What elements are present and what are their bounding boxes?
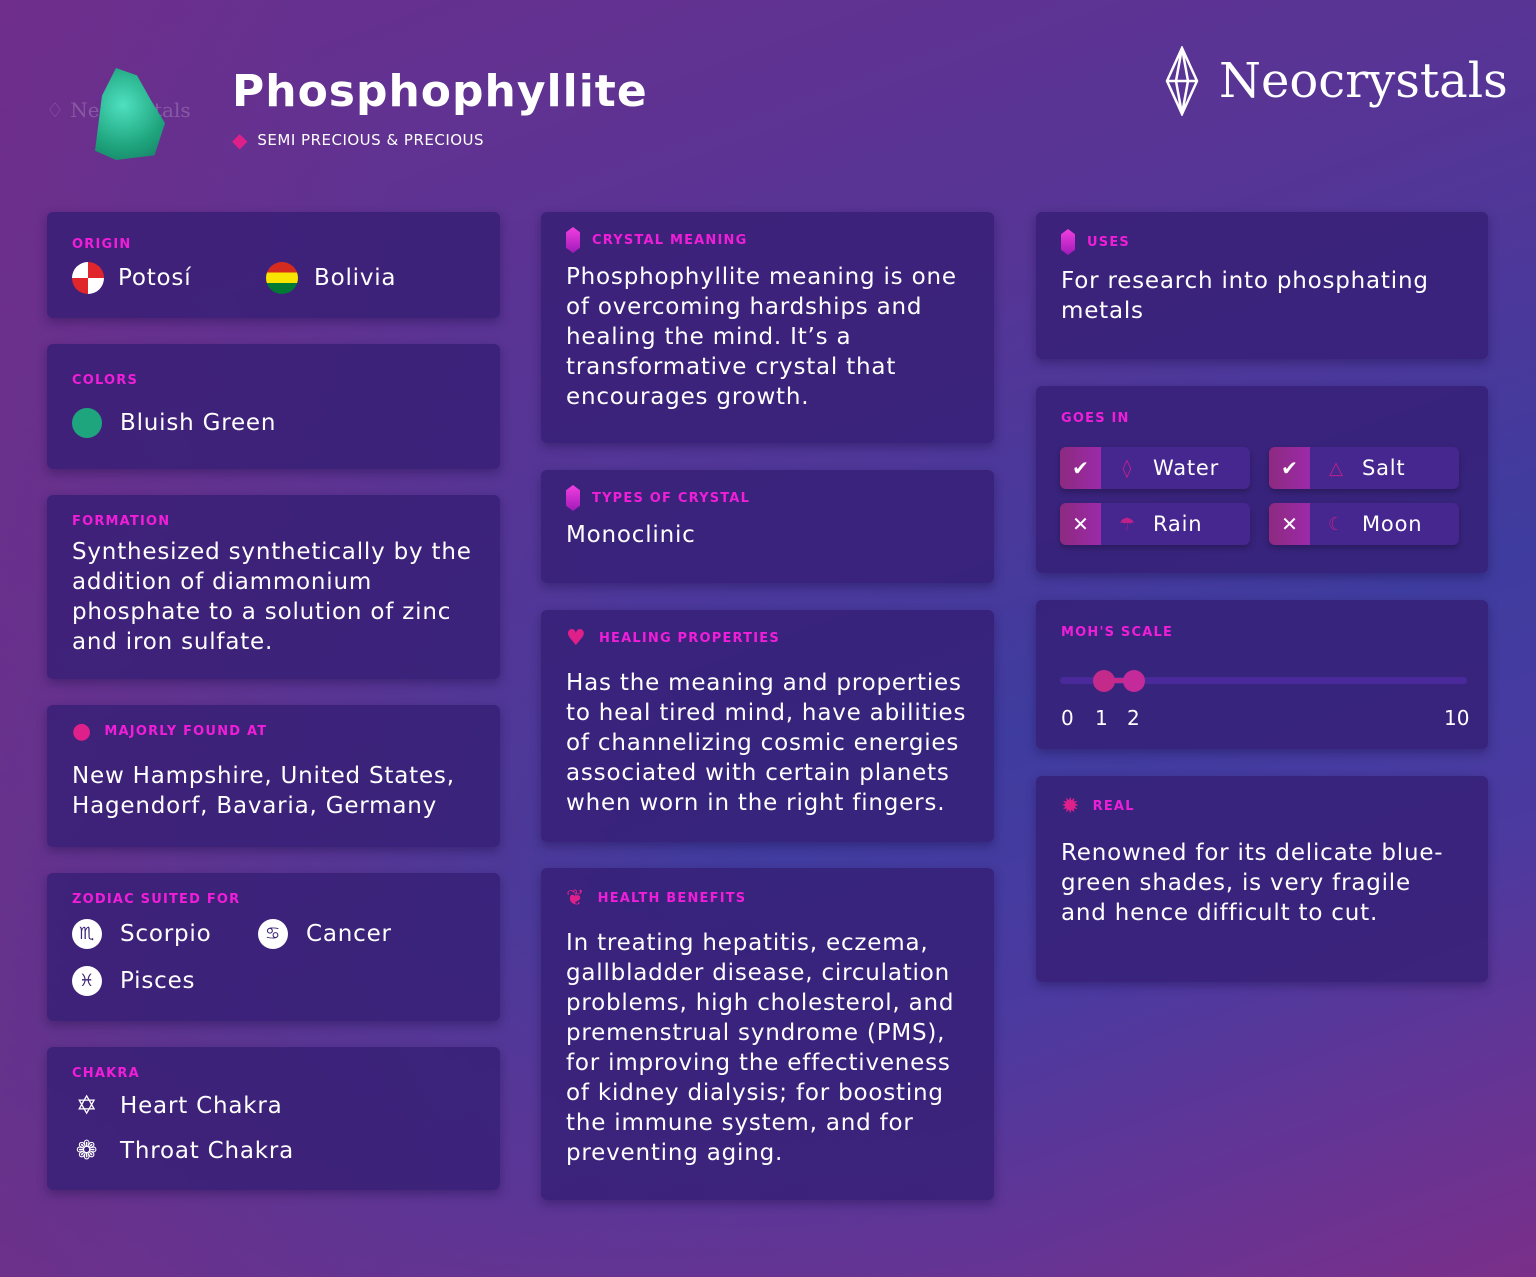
healing-text: Has the meaning and properties to heal t… (566, 670, 967, 816)
healing-card: ♥ HEALING PROPERTIES Has the meaning and … (541, 610, 994, 842)
cross-icon: ✕ (1269, 503, 1310, 545)
health-label: HEALTH BENEFITS (597, 890, 747, 906)
origin-card: ORIGIN Potosí Bolivia (47, 212, 500, 318)
gem-icon (1061, 229, 1075, 255)
types-card: TYPES OF CRYSTAL Monoclinic (541, 470, 994, 583)
found-label: MAJORLY FOUND AT (104, 723, 268, 739)
health-card: ❦ HEALTH BENEFITS In treating hepatitis, … (541, 868, 994, 1200)
tick-label: 1 (1095, 706, 1108, 730)
tick-label: 0 (1061, 706, 1074, 730)
bolivia-flag-icon (266, 262, 298, 294)
tick-label: 10 (1444, 706, 1470, 730)
mohs-label: MOH'S SCALE (1061, 624, 1174, 640)
cross-icon: ✕ (1060, 503, 1101, 545)
crystal-logo-icon (1165, 46, 1199, 116)
chakra-item: Throat Chakra (120, 1138, 295, 1164)
goes-in-rain: ✕ ☂ Rain (1060, 503, 1250, 545)
zodiac-label: ZODIAC SUITED FOR (72, 891, 241, 907)
mohs-range-fill (1104, 678, 1134, 683)
goes-in-water: ✔ ◊ Water (1060, 447, 1250, 489)
chakra-label: CHAKRA (72, 1065, 140, 1081)
heart-icon: ♥ (566, 625, 587, 651)
zodiac-card: ZODIAC SUITED FOR ♏ Scorpio ♋ Cancer ♓ P… (47, 873, 500, 1021)
types-label: TYPES OF CRYSTAL (592, 490, 751, 506)
color-swatch (72, 408, 102, 438)
real-text: Renowned for its delicate blue-green sha… (1061, 840, 1444, 926)
gem-icon (566, 485, 580, 511)
formation-card: FORMATION Synthesized synthetically by t… (47, 495, 500, 679)
colors-card: COLORS Bluish Green (47, 344, 500, 469)
pisces-icon: ♓ (72, 966, 102, 996)
mohs-handle-min[interactable] (1093, 670, 1115, 692)
origin-region: Potosí (118, 265, 192, 291)
real-label: REAL (1092, 798, 1135, 814)
origin-country: Bolivia (314, 265, 397, 291)
check-icon: ✔ (1060, 447, 1101, 489)
potosi-flag-icon (72, 262, 104, 294)
zodiac-item: Pisces (120, 968, 196, 994)
crystal-image (95, 68, 165, 160)
diamond-icon: ◆ (232, 128, 248, 152)
found-text: New Hampshire, United States, Hagendorf,… (72, 763, 455, 819)
uses-card: USES For research into phosphating metal… (1036, 212, 1488, 359)
rain-cloud-icon: ☂ (1118, 513, 1136, 535)
moon-icon: ☾ (1327, 513, 1345, 535)
mohs-track (1060, 677, 1467, 684)
meaning-card: CRYSTAL MEANING Phosphophyllite meaning … (541, 212, 994, 443)
page-title: Phosphophyllite (232, 66, 648, 117)
scorpio-icon: ♏ (72, 919, 102, 949)
water-drop-icon: ◊ (1122, 457, 1132, 479)
goes-in-moon: ✕ ☾ Moon (1269, 503, 1459, 545)
gem-icon (566, 227, 580, 253)
goes-in-salt: ✔ △ Salt (1269, 447, 1459, 489)
lotus-icon: ❁ (75, 1136, 99, 1166)
mohs-card: MOH'S SCALE 0 1 2 10 (1036, 600, 1488, 749)
salt-icon: △ (1329, 457, 1343, 479)
tick-label: 2 (1127, 706, 1140, 730)
formation-label: FORMATION (72, 513, 171, 529)
zodiac-item: Cancer (306, 921, 392, 947)
colors-label: COLORS (72, 372, 139, 388)
healing-label: HEALING PROPERTIES (598, 630, 780, 646)
location-pin-icon: ● (72, 718, 93, 744)
types-text: Monoclinic (566, 522, 696, 548)
formation-text: Synthesized synthetically by the additio… (72, 539, 472, 655)
brand-logo[interactable]: Neocrystals (1165, 46, 1508, 116)
health-text: In treating hepatitis, eczema, gallbladd… (566, 930, 955, 1166)
chakra-item: Heart Chakra (120, 1093, 283, 1119)
uses-text: For research into phosphating metals (1061, 268, 1429, 324)
mohs-handle-max[interactable] (1123, 670, 1145, 692)
uses-label: USES (1087, 234, 1130, 250)
category: SEMI PRECIOUS & PRECIOUS (257, 131, 485, 149)
goes-in-card: GOES IN ✔ ◊ Water ✔ △ Salt ✕ ☂ Rain ✕ ☾ Moon (1036, 386, 1488, 573)
meaning-text: Phosphophyllite meaning is one of overco… (566, 264, 957, 410)
brand-name: Neocrystals (1219, 53, 1508, 109)
meaning-label: CRYSTAL MEANING (592, 232, 748, 248)
heart-hands-icon: ❦ (566, 885, 586, 911)
chakra-card: CHAKRA ✡ Heart Chakra ❁ Throat Chakra (47, 1047, 500, 1190)
verified-badge-icon: ✹ (1061, 793, 1081, 819)
check-icon: ✔ (1269, 447, 1310, 489)
zodiac-item: Scorpio (120, 921, 212, 947)
goes-in-label: GOES IN (1061, 410, 1130, 426)
color-name: Bluish Green (120, 410, 277, 436)
cancer-icon: ♋ (258, 919, 288, 949)
found-card: ● MAJORLY FOUND AT New Hampshire, United … (47, 705, 500, 847)
origin-label: ORIGIN (72, 236, 132, 252)
real-card: ✹ REAL Renowned for its delicate blue-gre… (1036, 776, 1488, 982)
hexagram-icon: ✡ (75, 1091, 99, 1121)
